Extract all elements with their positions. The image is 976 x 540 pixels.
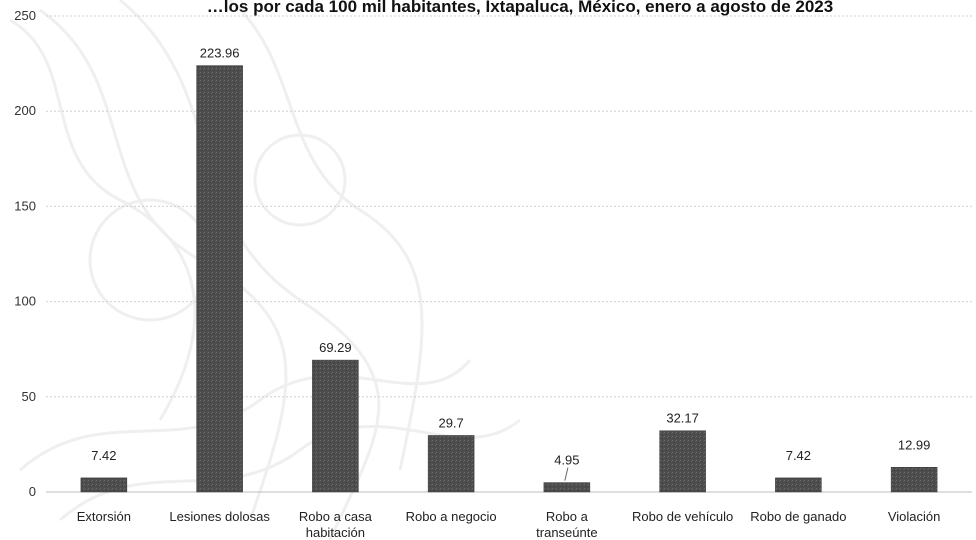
category-label: transeúnte (536, 525, 597, 540)
gridlines (46, 15, 972, 398)
bar (775, 477, 822, 493)
bar (80, 477, 128, 493)
y-axis-ticks: 0 50 100 150 200 250 (14, 8, 36, 499)
category-label: Lesiones dolosas (169, 509, 270, 524)
data-label: 29.7 (438, 415, 463, 430)
category-label: Robo a casa (299, 509, 373, 524)
data-label: 12.99 (898, 437, 931, 452)
category-label: Violación (888, 509, 941, 524)
data-label: 223.96 (200, 46, 240, 61)
category-label: Robo de vehículo (632, 509, 733, 524)
bar (196, 65, 243, 493)
category-label: habitación (306, 525, 365, 540)
bars (80, 65, 938, 493)
category-label: Robo a (546, 509, 589, 524)
bar (659, 430, 706, 493)
category-label: Extorsión (77, 509, 131, 524)
category-labels: Extorsión Lesiones dolosas Robo a casahabi… (77, 509, 941, 540)
chart-title: …los por cada 100 mil habitantes, Ixtapa… (207, 0, 833, 16)
y-tick-label: 150 (14, 198, 36, 213)
data-labels: 7.42 223.96 69.29 29.7 4.95 32.17 7.42 12.99 (91, 46, 930, 481)
y-tick-label: 100 (14, 294, 36, 309)
data-label: 69.29 (319, 340, 352, 355)
bar (543, 482, 591, 493)
y-tick-label: 0 (29, 484, 36, 499)
data-label: 7.42 (91, 448, 116, 463)
bar (312, 359, 359, 493)
data-label: 32.17 (666, 411, 699, 426)
data-label-leader (564, 467, 569, 481)
bar (890, 467, 938, 493)
y-tick-label: 250 (14, 8, 36, 23)
bar (427, 435, 475, 493)
data-label: 7.42 (786, 448, 811, 463)
y-tick-label: 200 (14, 103, 36, 118)
category-label: Robo a negocio (406, 509, 497, 524)
data-label: 4.95 (554, 453, 579, 468)
category-label: Robo de ganado (750, 509, 846, 524)
y-tick-label: 50 (22, 389, 36, 404)
